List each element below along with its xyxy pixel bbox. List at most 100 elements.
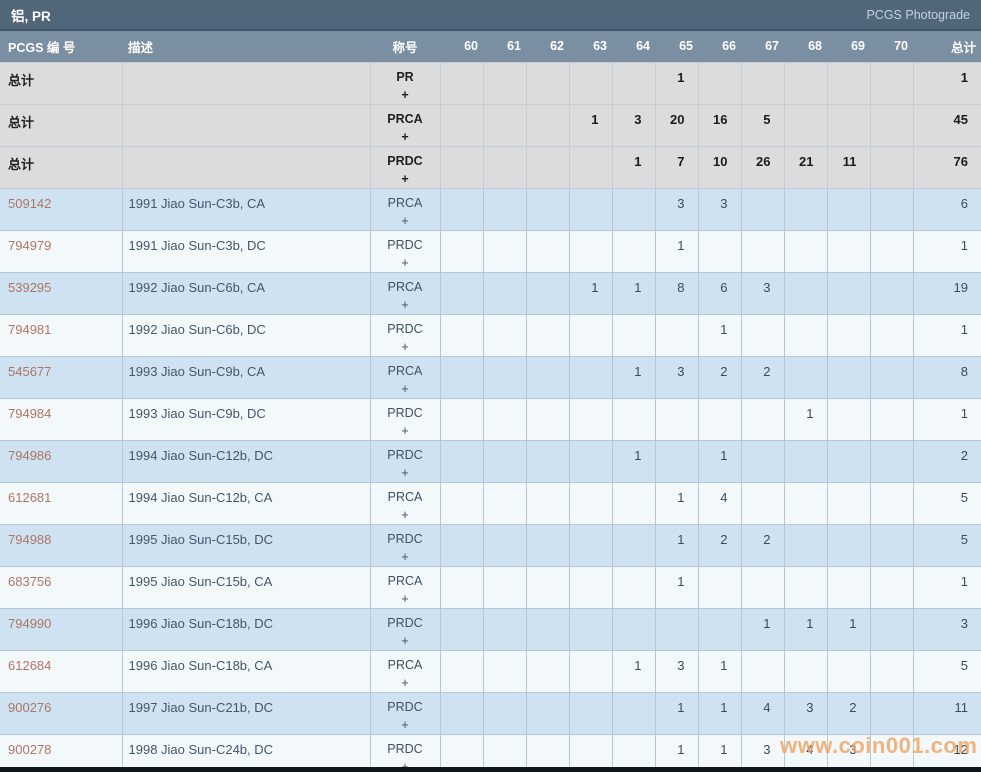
row-total-cell: 1 [912, 313, 981, 357]
pcgs-photograde-link[interactable]: PCGS Photograde [866, 7, 970, 22]
grade-70-cell [869, 187, 914, 231]
designation-cell: PRDC + [369, 439, 441, 483]
coin-row: 545677 1993 Jiao Sun-C9b, CA PRCA +1 3 2 2 8 [0, 355, 981, 399]
coin-row: 900276 1997 Jiao Sun-C21b, DC PRDC +1 1 4 3 2 11 [0, 691, 981, 735]
pcgs-number-link[interactable]: 794979 [8, 237, 52, 253]
row-total-cell: 1 [912, 397, 981, 441]
grade-67-cell: 4 [740, 691, 785, 735]
grade-64-cell: 3 [611, 103, 656, 147]
description-cell: 1994 Jiao Sun-C12b, DC [121, 439, 371, 483]
grade-69-cell [826, 481, 871, 525]
grade-66-cell: 1 [697, 733, 742, 772]
grade-60-cell [439, 691, 484, 735]
grade-66-cell: 2 [697, 355, 742, 399]
grade-66-cell [697, 61, 742, 105]
pcgs-number-link[interactable]: 683756 [8, 573, 52, 589]
designation-label: PRCA [387, 279, 423, 294]
description-cell [121, 103, 371, 147]
description-cell: 1996 Jiao Sun-C18b, DC [121, 607, 371, 651]
table-body: 总计 PR +1 1 总计 PRCA +1 3 20 16 5 45 总计 PRDC +1 7 10 26 21 11… [0, 61, 981, 772]
column-header-61: 61 [483, 31, 526, 62]
coin-row: 794981 1992 Jiao Sun-C6b, DC PRDC +1 1 [0, 313, 981, 357]
pcgs-number-link[interactable]: 794981 [8, 321, 52, 337]
description-cell: 1996 Jiao Sun-C18b, CA [121, 649, 371, 693]
column-header-69: 69 [827, 31, 870, 62]
row-total-cell: 19 [912, 271, 981, 315]
pcgs-number-link[interactable]: 794984 [8, 405, 52, 421]
designation-cell: PRDC + [369, 397, 441, 441]
plus-label: + [401, 255, 409, 270]
plus-label: + [401, 297, 409, 312]
description-cell: 1991 Jiao Sun-C3b, CA [121, 187, 371, 231]
grade-63-cell [568, 61, 613, 105]
grade-69-cell [826, 649, 871, 693]
grade-60-cell [439, 313, 484, 357]
designation-label: PRDC [387, 741, 423, 756]
grade-66-cell: 6 [697, 271, 742, 315]
designation-cell: PRDC + [369, 691, 441, 735]
pcgs-number-link[interactable]: 612681 [8, 489, 52, 505]
grade-61-cell [482, 733, 527, 772]
grade-65-cell: 1 [654, 733, 699, 772]
grade-61-cell [482, 523, 527, 567]
grade-67-cell [740, 439, 785, 483]
grade-64-cell [611, 733, 656, 772]
plus-label: + [401, 381, 409, 396]
pcgs-number-cell: 683756 [0, 565, 123, 609]
pcgs-number-link[interactable]: 539295 [8, 279, 52, 295]
grade-60-cell [439, 103, 484, 147]
total-row-label: 总计 [0, 145, 123, 189]
pcgs-number-link[interactable]: 509142 [8, 195, 52, 211]
next-section-bar-edge [0, 767, 981, 772]
grade-68-cell [783, 229, 828, 273]
pcgs-number-link[interactable]: 900276 [8, 699, 52, 715]
grade-67-cell: 26 [740, 145, 785, 189]
grade-68-cell [783, 565, 828, 609]
designation-label: PRDC [387, 531, 423, 546]
designation-cell: PR + [369, 61, 441, 105]
grade-69-cell: 1 [826, 607, 871, 651]
grade-69-cell [826, 271, 871, 315]
grade-67-cell [740, 481, 785, 525]
designation-cell: PRCA + [369, 565, 441, 609]
plus-label: + [401, 759, 409, 772]
grade-62-cell [525, 355, 570, 399]
pcgs-number-link[interactable]: 612684 [8, 657, 52, 673]
grade-70-cell [869, 439, 914, 483]
pcgs-number-link[interactable]: 900278 [8, 741, 52, 757]
grade-64-cell: 1 [611, 649, 656, 693]
designation-cell: PRCA + [369, 187, 441, 231]
grade-68-cell [783, 523, 828, 567]
pcgs-number-cell: 794986 [0, 439, 123, 483]
grade-62-cell [525, 439, 570, 483]
grade-67-cell [740, 565, 785, 609]
row-total-cell: 76 [912, 145, 981, 189]
grade-65-cell: 3 [654, 355, 699, 399]
designation-label: PRDC [387, 153, 423, 168]
pcgs-number-link[interactable]: 794990 [8, 615, 52, 631]
designation-cell: PRDC + [369, 229, 441, 273]
coin-row: 794990 1996 Jiao Sun-C18b, DC PRDC +1 1 1 3 [0, 607, 981, 651]
pcgs-number-link[interactable]: 794986 [8, 447, 52, 463]
grade-65-cell [654, 439, 699, 483]
grade-64-cell: 1 [611, 271, 656, 315]
grade-66-cell [697, 397, 742, 441]
description-cell: 1998 Jiao Sun-C24b, DC [121, 733, 371, 772]
grade-62-cell [525, 691, 570, 735]
pcgs-number-link[interactable]: 545677 [8, 363, 52, 379]
plus-label: + [401, 633, 409, 648]
grade-62-cell [525, 565, 570, 609]
grade-61-cell [482, 565, 527, 609]
grade-70-cell [869, 229, 914, 273]
coin-row: 509142 1991 Jiao Sun-C3b, CA PRCA +3 3 6 [0, 187, 981, 231]
grade-67-cell: 2 [740, 523, 785, 567]
grade-60-cell [439, 523, 484, 567]
grade-64-cell: 1 [611, 145, 656, 189]
grade-61-cell [482, 439, 527, 483]
grade-70-cell [869, 733, 914, 772]
column-header-65: 65 [655, 31, 698, 62]
description-cell: 1992 Jiao Sun-C6b, CA [121, 271, 371, 315]
grade-65-cell: 8 [654, 271, 699, 315]
designation-label: PRDC [387, 615, 423, 630]
pcgs-number-link[interactable]: 794988 [8, 531, 52, 547]
